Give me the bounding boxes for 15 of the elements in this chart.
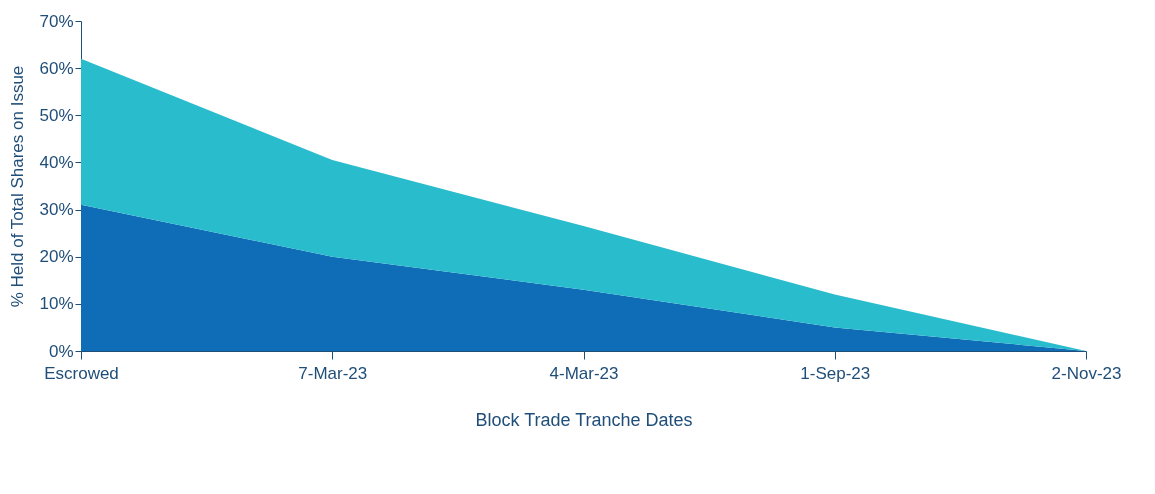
y-axis-title: % Held of Total Shares on Issue (8, 65, 28, 308)
y-tick-label: 30% (39, 200, 74, 220)
y-tick-label: 40% (39, 152, 74, 172)
y-tick-label: 0% (48, 341, 74, 361)
y-tick-label: 70% (39, 11, 74, 31)
x-tick-label: 7-Mar-23 (298, 363, 368, 383)
y-tick-label: 10% (39, 294, 74, 314)
x-axis-title: Block Trade Tranche Dates (475, 409, 693, 430)
x-tick-label: 2-Nov-23 (1051, 363, 1122, 383)
x-tick-label: 4-Mar-23 (549, 363, 619, 383)
y-tick-label: 60% (39, 58, 74, 78)
x-tick-label: Escrowed (44, 363, 119, 383)
y-tick-label: 50% (39, 105, 74, 125)
x-tick-label: 1-Sep-23 (800, 363, 871, 383)
y-tick-label: 20% (39, 247, 74, 267)
